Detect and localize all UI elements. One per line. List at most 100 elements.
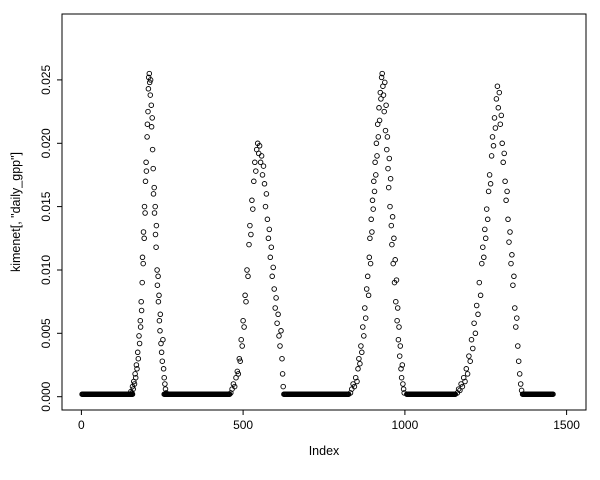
data-point [358, 343, 364, 349]
data-point [241, 324, 247, 330]
x-axis-tick-labels: 0 500 1000 1500 [78, 418, 580, 432]
data-point [137, 324, 144, 330]
data-point [367, 235, 373, 242]
data-point [255, 150, 262, 157]
x-tick-label: 0 [78, 418, 85, 432]
data-point [134, 366, 140, 372]
data-point [468, 336, 475, 343]
data-point [132, 371, 138, 377]
data-point [152, 203, 158, 210]
data-point [373, 140, 380, 147]
data-point [238, 336, 244, 343]
data-point [160, 366, 167, 372]
data-point [463, 366, 470, 372]
data-point [387, 175, 394, 182]
data-point [517, 381, 524, 387]
data-point [261, 181, 268, 187]
x-tick-label: 1500 [553, 418, 580, 432]
data-point [487, 181, 494, 187]
data-point [267, 254, 274, 261]
data-point [271, 286, 277, 292]
data-point [354, 378, 360, 385]
data-point [243, 298, 249, 305]
data-point [145, 86, 152, 92]
data-point [158, 349, 165, 356]
data-point [137, 317, 144, 324]
data-point [155, 273, 161, 280]
data-point [513, 324, 519, 330]
data-point [153, 244, 159, 250]
data-point [265, 235, 272, 242]
data-point [146, 79, 153, 86]
data-point [371, 188, 378, 195]
data-point [515, 343, 521, 349]
data-point [132, 374, 139, 381]
data-point [360, 324, 366, 330]
data-point [385, 184, 392, 191]
data-point [253, 168, 259, 174]
data-point [367, 260, 374, 267]
data-point [226, 391, 233, 397]
data-point [467, 358, 473, 364]
data-point [149, 146, 156, 153]
data-point [484, 216, 491, 223]
data-point [276, 333, 282, 339]
data-point [384, 134, 391, 140]
data-point [400, 386, 407, 392]
data-point [380, 92, 387, 98]
data-point [512, 305, 518, 311]
data-point [144, 134, 150, 140]
data-point [378, 96, 384, 102]
y-axis-tick-labels: 0.000 0.005 0.010 0.015 0.020 0.025 [39, 65, 53, 412]
data-point [133, 362, 140, 368]
data-point [489, 134, 496, 140]
data-point [152, 231, 159, 238]
data-point [154, 282, 161, 288]
data-point [250, 206, 256, 212]
data-point [236, 355, 243, 362]
data-point [264, 216, 271, 223]
x-axis-label: Index [308, 444, 340, 458]
data-point [400, 381, 406, 387]
data-point [372, 159, 378, 166]
data-point [365, 292, 372, 299]
data-point [481, 254, 487, 261]
data-point [464, 371, 471, 377]
data-point [362, 315, 369, 321]
data-point [504, 188, 510, 195]
data-point [159, 358, 166, 364]
data-point [135, 355, 142, 362]
data-point [362, 305, 368, 311]
data-point [396, 353, 403, 359]
data-point [140, 229, 147, 235]
data-point [376, 105, 382, 111]
data-point [490, 143, 497, 149]
data-point [462, 378, 468, 385]
y-tick-label: 0.025 [39, 65, 53, 95]
data-point [499, 140, 505, 147]
data-point [153, 222, 160, 229]
data-point [458, 381, 464, 387]
data-point [457, 387, 463, 394]
y-tick-label: 0.000 [39, 381, 53, 411]
data-point [130, 386, 136, 392]
x-axis-ticks [80, 410, 568, 415]
data-point [355, 366, 361, 372]
data-point [382, 79, 388, 86]
data-point [268, 244, 275, 250]
data-point [145, 108, 151, 115]
data-point [480, 244, 486, 250]
data-point [375, 134, 382, 140]
data-point [397, 343, 404, 349]
data-point [500, 159, 506, 166]
data-point [482, 226, 488, 233]
data-point [144, 121, 151, 127]
data-point [272, 305, 278, 311]
data-point [477, 292, 484, 299]
data-point [398, 374, 405, 381]
data-point [482, 235, 489, 242]
data-point [148, 102, 155, 108]
y-tick-label: 0.005 [39, 318, 53, 348]
data-point [371, 178, 377, 185]
data-point [497, 121, 504, 127]
